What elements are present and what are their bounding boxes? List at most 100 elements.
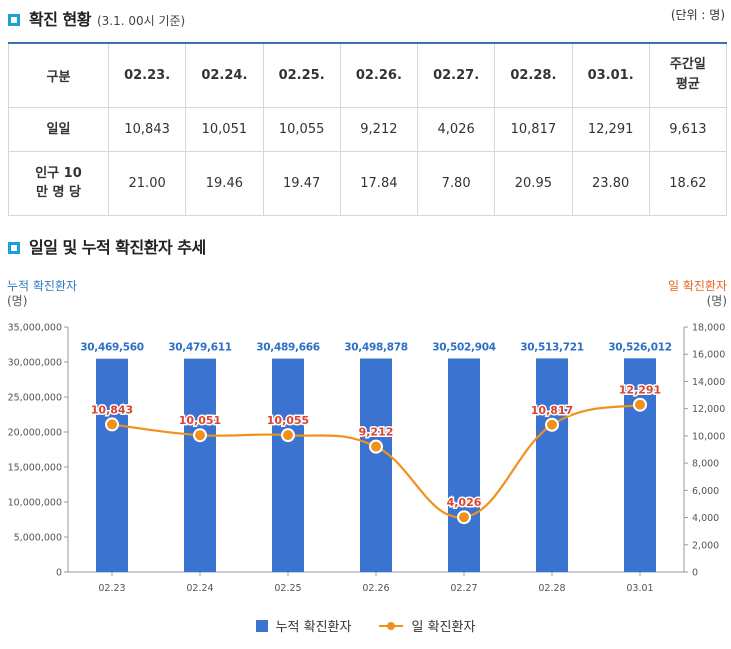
right-axis-tick-label: 2,000 <box>692 540 719 551</box>
table-cell: 20.95 <box>494 150 573 216</box>
section-status-header: 확진 현황 (3.1. 00시 기준) <box>8 6 185 30</box>
legend-item-daily: 일 확진환자 <box>379 616 475 635</box>
right-axis-title: 일 확진환자 (명) <box>668 279 727 309</box>
daily-cases-label: 10,055 <box>267 414 309 427</box>
table-cell: 23.80 <box>571 150 650 216</box>
x-axis-tick-label: 02.25 <box>274 583 301 594</box>
right-axis-title-text: 일 확진환자 <box>667 279 727 293</box>
left-axis-tick-label: 20,000,000 <box>8 428 62 439</box>
table-cell: 7.80 <box>416 150 496 216</box>
daily-cases-point <box>281 428 295 443</box>
left-axis-title-text: 누적 확진환자 <box>7 279 78 293</box>
right-axis-tick-label: 8,000 <box>692 459 719 470</box>
right-axis-tick-label: 12,000 <box>692 404 725 415</box>
daily-cases-label: 10,843 <box>91 403 133 416</box>
right-axis-tick-label: 10,000 <box>692 431 725 442</box>
daily-cases-point <box>633 397 647 412</box>
table-row-label: 일일 <box>8 106 109 152</box>
table-cell: 10,051 <box>185 106 264 152</box>
table-header-cell: 03.01. <box>571 42 650 108</box>
table-header-cell: 02.25. <box>262 42 341 108</box>
square-bullet-icon <box>8 14 20 26</box>
chart-legend: 누적 확진환자 일 확진환자 <box>0 616 731 635</box>
table-header-cell: 02.26. <box>339 42 419 108</box>
right-axis-tick-label: 4,000 <box>692 513 719 524</box>
status-table: 구분 02.23. 02.24. 02.25. 02.26. 02.27. 02… <box>8 42 728 216</box>
left-axis-tick-label: 25,000,000 <box>8 393 62 404</box>
cumulative-bar-label: 30,502,904 <box>432 341 495 353</box>
daily-cases-label: 4,026 <box>447 496 482 509</box>
unit-note: (단위 : 명) <box>670 8 725 22</box>
left-axis-tick-label: 5,000,000 <box>14 533 62 544</box>
table-header-cell: 구분 <box>8 42 109 108</box>
table-cell: 19.47 <box>262 150 341 216</box>
cumulative-bar <box>624 358 656 572</box>
daily-cases-point <box>193 428 207 443</box>
cumulative-bar-label: 30,489,666 <box>256 342 319 354</box>
cumulative-bar <box>448 358 480 572</box>
left-axis-tick-label: 30,000,000 <box>8 358 62 369</box>
daily-cases-point <box>545 417 559 432</box>
right-axis-tick-label: 18,000 <box>692 323 725 334</box>
left-axis-tick-label: 35,000,000 <box>8 323 62 334</box>
legend-label-cumulative: 누적 확진환자 <box>275 620 352 635</box>
x-axis-tick-label: 02.27 <box>450 583 477 594</box>
legend-label-daily: 일 확진환자 <box>411 620 476 635</box>
square-bullet-icon <box>8 242 20 254</box>
right-axis-tick-label: 6,000 <box>692 486 719 497</box>
table-cell: 21.00 <box>107 150 187 216</box>
table-cell: 18.62 <box>648 150 728 216</box>
right-axis-tick-label: 14,000 <box>692 377 725 388</box>
section-trend-header: 일일 및 누적 확진환자 추세 <box>8 234 206 258</box>
right-axis-tick-label: 0 <box>692 568 698 579</box>
table-row: 인구 10만 명 당 21.00 19.46 19.47 17.84 7.80 … <box>8 150 728 216</box>
cumulative-bar <box>360 358 392 572</box>
daily-cases-label: 10,817 <box>531 404 573 417</box>
cumulative-bar-label: 30,498,878 <box>344 342 407 354</box>
cumulative-bar-label: 30,479,611 <box>168 342 231 354</box>
table-row-label: 인구 10만 명 당 <box>8 150 109 216</box>
table-cell: 10,055 <box>262 106 341 152</box>
cumulative-bar <box>272 358 304 572</box>
table-cell: 10,817 <box>494 106 573 152</box>
daily-cases-point <box>105 417 119 432</box>
table-cell: 10,843 <box>107 106 187 152</box>
daily-cases-point <box>369 439 383 454</box>
x-axis-tick-label: 02.26 <box>362 583 389 594</box>
section-trend-title: 일일 및 누적 확진환자 추세 <box>29 238 206 257</box>
right-axis-unit: (명) <box>706 294 727 308</box>
daily-cases-label: 10,051 <box>179 414 221 427</box>
cumulative-bar <box>536 358 568 572</box>
table-header-row: 구분 02.23. 02.24. 02.25. 02.26. 02.27. 02… <box>8 42 728 108</box>
daily-cases-label: 12,291 <box>619 384 661 397</box>
legend-line-swatch <box>379 620 404 632</box>
left-axis-tick-label: 15,000,000 <box>8 463 62 474</box>
cumulative-bar <box>184 358 216 572</box>
table-header-cell-weekly-avg: 주간일 평균 <box>648 42 728 108</box>
cumulative-bar-label: 30,469,560 <box>80 342 143 354</box>
section-status-note: (3.1. 00시 기준) <box>96 14 186 28</box>
daily-cases-point <box>457 510 471 525</box>
table-cell: 9,613 <box>648 106 728 152</box>
right-axis-tick-label: 16,000 <box>692 350 725 361</box>
cumulative-bar <box>96 358 128 572</box>
section-status-title: 확진 현황 <box>29 10 91 29</box>
cumulative-bar-label: 30,513,721 <box>520 341 583 353</box>
cumulative-bar-label: 30,526,012 <box>608 341 671 353</box>
legend-item-cumulative: 누적 확진환자 <box>255 616 352 635</box>
left-axis-unit: (명) <box>7 294 28 308</box>
legend-bar-swatch <box>255 619 268 632</box>
x-axis-tick-label: 02.24 <box>186 583 213 594</box>
table-cell: 9,212 <box>339 106 419 152</box>
left-axis-title: 누적 확진환자 (명) <box>7 279 77 309</box>
table-cell: 17.84 <box>339 150 419 216</box>
x-axis-tick-label: 02.28 <box>538 583 565 594</box>
table-row: 일일 10,843 10,051 10,055 9,212 4,026 10,8… <box>8 106 728 152</box>
table-header-cell: 02.24. <box>185 42 264 108</box>
left-axis-tick-label: 0 <box>56 568 62 579</box>
daily-cases-label: 9,212 <box>359 426 394 439</box>
left-axis-tick-label: 10,000,000 <box>8 498 62 509</box>
x-axis-tick-label: 02.23 <box>98 583 125 594</box>
x-axis-tick-label: 03.01 <box>626 583 653 594</box>
